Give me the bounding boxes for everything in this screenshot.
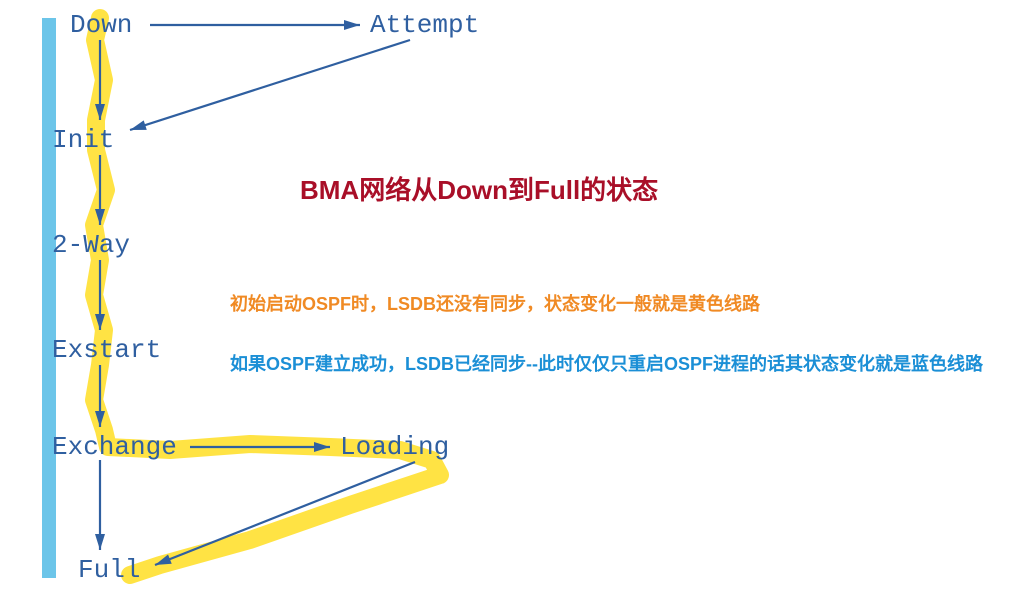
node-exchange: Exchange: [52, 432, 177, 462]
node-2way: 2-Way: [52, 230, 130, 260]
node-init: Init: [52, 125, 114, 155]
node-down: Down: [70, 10, 132, 40]
annotation-orange: 初始启动OSPF时，LSDB还没有同步，状态变化一般就是黄色线路: [230, 290, 760, 316]
node-full: Full: [78, 555, 140, 585]
annotation-blue: 如果OSPF建立成功，LSDB已经同步--此时仅仅只重启OSPF进程的话其状态变…: [230, 350, 983, 376]
node-loading: Loading: [340, 432, 449, 462]
diagram-canvas: { "diagram": { "type": "flowchart", "bac…: [0, 0, 1016, 594]
diagram-title: BMA网络从Down到Full的状态: [300, 170, 658, 207]
node-exstart: Exstart: [52, 335, 161, 365]
node-attempt: Attempt: [370, 10, 479, 40]
